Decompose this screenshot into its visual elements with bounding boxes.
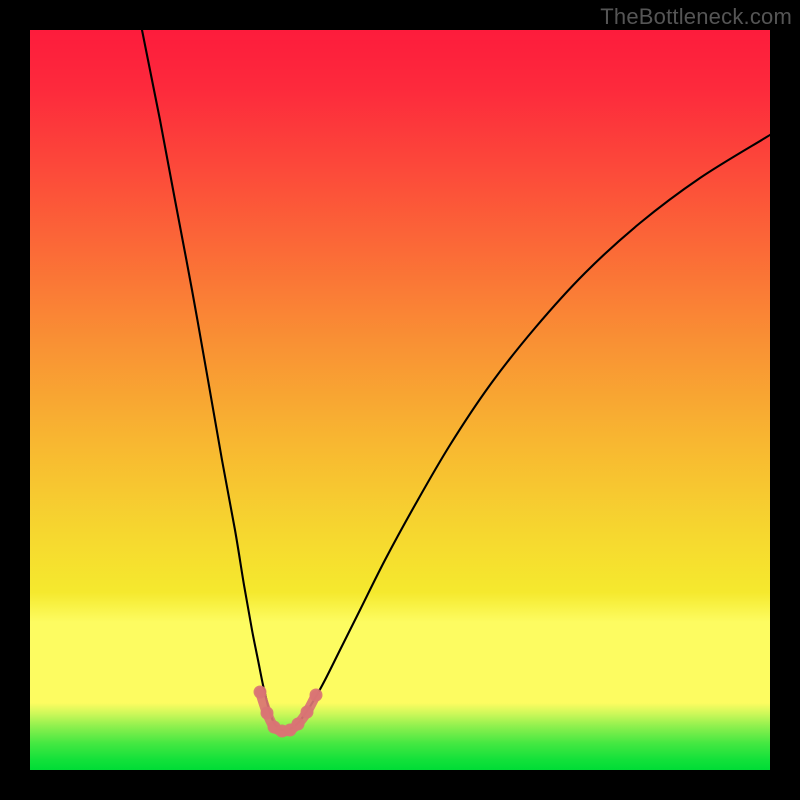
watermark-label: TheBottleneck.com <box>600 4 792 30</box>
marker-dot <box>292 718 305 731</box>
marker-dot <box>301 706 314 719</box>
curve-layer <box>30 30 770 770</box>
chart-stage: TheBottleneck.com <box>0 0 800 800</box>
marker-dot <box>261 707 274 720</box>
plot-area <box>30 30 770 770</box>
marker-dot <box>254 686 267 699</box>
marker-dot <box>310 689 323 702</box>
curve-bottom-markers <box>254 686 323 738</box>
bottleneck-curve <box>140 30 770 730</box>
